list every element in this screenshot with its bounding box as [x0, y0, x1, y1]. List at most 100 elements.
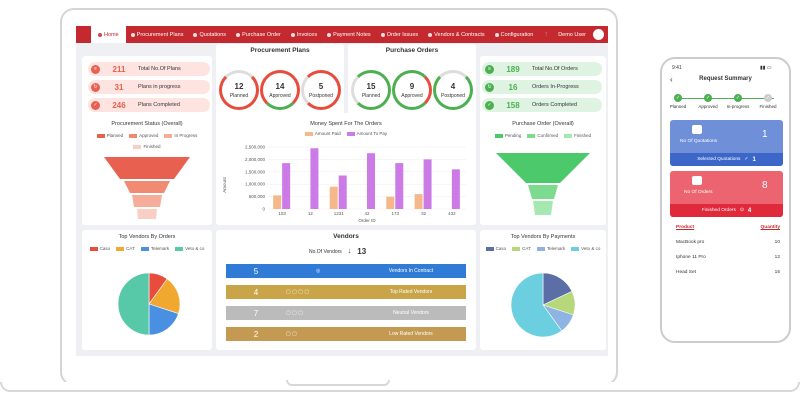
legend-confirmed[interactable]: Confirmed: [527, 133, 558, 138]
legend-finished[interactable]: Finished: [133, 144, 161, 149]
vendor-row-top-rated[interactable]: 4 ▢ ▢ ▢ ▢ Top Rated Vendors: [226, 285, 466, 299]
bar-amount-to-pay: [310, 148, 319, 209]
bar-amount-paid: [273, 195, 282, 209]
stat-total-plans[interactable]: ≡ 211 Total No.Of Plans: [88, 62, 210, 76]
money-chart-title: Money Spent For The Orders: [310, 121, 382, 127]
product-row[interactable]: MacBook pro 10: [676, 240, 780, 245]
step-label-planned: Planned: [669, 104, 687, 109]
nav-purchase-order[interactable]: Purchase Order: [231, 26, 286, 43]
y-tick-label: 2,000,000: [245, 157, 266, 162]
top-vendors-payments-title: Top Vendors By Payments: [510, 234, 576, 240]
nav-more-button[interactable]: ⋮: [543, 31, 549, 38]
legend-cat[interactable]: CAT: [512, 246, 531, 251]
alert-icon: [380, 32, 385, 37]
ring-approved[interactable]: 14 Approved: [260, 70, 300, 110]
funnel-planned[interactable]: [104, 157, 190, 179]
inbox-icon: [692, 176, 702, 185]
finished-orders-footer[interactable]: Finished Orders ⊙ 4: [670, 204, 783, 217]
nav-invoices[interactable]: Invoices: [286, 26, 322, 43]
legend-caso[interactable]: Caso: [485, 246, 506, 251]
x-tick-label: 1231: [334, 211, 345, 216]
funnel-pending[interactable]: [496, 153, 590, 183]
legend-planned[interactable]: Planned: [96, 133, 123, 138]
bar-amount-to-pay: [423, 159, 432, 209]
funnel-approved[interactable]: [124, 181, 170, 193]
vendor-row-neutral[interactable]: 7 ▢ ▢ ▢ Neutral Vendors: [226, 306, 466, 320]
legend-telemark[interactable]: Telemark: [140, 246, 169, 251]
funnel-confirmed[interactable]: [528, 185, 558, 199]
vendors-card: Vendors No.Of Vendors ↓ 13 5 ◎ Vendors In …: [216, 230, 476, 350]
funnel-finished[interactable]: [533, 201, 553, 215]
procurement-status-legend: Planned Approved In Progress Finished: [82, 133, 212, 149]
vendor-row-low-rated[interactable]: 2 ▢ ▢ Low Rated Vendors: [226, 327, 466, 341]
back-arrow-icon[interactable]: ‹: [670, 75, 673, 84]
legend-amount-paid[interactable]: Amount Paid: [304, 131, 341, 136]
x-tick-label: 432: [448, 211, 456, 216]
note-icon: [327, 32, 332, 37]
product-row[interactable]: Iphone 11 Pro 12: [676, 255, 780, 260]
legend-pending[interactable]: Pending: [494, 133, 521, 138]
battery-icon: ▮▮ ▭: [760, 65, 772, 71]
legend-approved[interactable]: Approved: [129, 133, 158, 138]
legend-caso[interactable]: Caso: [89, 246, 110, 251]
nav-order-issues[interactable]: Order Issues: [376, 26, 423, 43]
money-chart-legend: Amount Paid Amount To Pay: [216, 131, 476, 136]
file-icon: [193, 32, 198, 37]
bar-amount-paid: [414, 194, 423, 209]
bar-amount-to-pay: [451, 169, 460, 209]
y-tick-label: 1,000,000: [245, 182, 266, 187]
ring-postponed[interactable]: 5 Postponed: [301, 70, 341, 110]
pie-slice-cat: [148, 278, 181, 314]
star-icons: ▢ ▢: [286, 331, 297, 337]
dashboard-screen: Home Procurement Plans Quotations Purcha…: [76, 26, 608, 356]
quotations-count: 1: [762, 129, 768, 140]
avatar[interactable]: [593, 29, 604, 40]
selected-quotations-footer[interactable]: Selected Quotations ✓ 1: [670, 153, 783, 166]
stat-plans-in-progress[interactable]: ↻ 31 Plans in progress: [88, 80, 210, 94]
orders-card[interactable]: 8 No Of Orders Finished Orders ⊙ 4: [670, 171, 783, 217]
quotations-card[interactable]: 1 No Of Quotations Selected Quotations ✓ 1: [670, 120, 783, 166]
legend-veto[interactable]: Veto & co: [175, 246, 204, 251]
top-navbar: Home Procurement Plans Quotations Purcha…: [76, 26, 608, 43]
stat-plans-completed[interactable]: ✓ 246 Plans Completed: [88, 98, 210, 112]
y-tick-label: 1,500,000: [245, 169, 266, 174]
pie-slice-veto-co: [117, 272, 150, 336]
y-tick-label: 0: [262, 207, 265, 212]
orders-label: No Of Orders: [684, 190, 713, 195]
gear-icon: [494, 32, 499, 37]
vendors-title: Vendors: [333, 233, 359, 240]
po-ring-planned[interactable]: 15 Planned: [351, 70, 391, 110]
stat-total-orders[interactable]: ≡ 189 Total No.Of Orders: [482, 62, 602, 76]
bar-amount-paid: [329, 186, 338, 209]
legend-veto[interactable]: Veto & co: [571, 246, 600, 251]
nav-procurement-plans[interactable]: Procurement Plans: [126, 26, 189, 43]
legend-finished[interactable]: Finished: [564, 133, 591, 138]
vendor-row-in-contract[interactable]: 5 ◎ Vendors In Contract: [226, 264, 466, 278]
nav-vendors-contracts[interactable]: Vendors & Contracts: [423, 26, 489, 43]
user-name[interactable]: Demo User: [558, 31, 586, 38]
ring-planned[interactable]: 12 Planned: [219, 70, 259, 110]
funnel-in-progress[interactable]: [132, 195, 162, 207]
nav-configuration[interactable]: Configuration: [490, 26, 539, 43]
x-tick-label: 42: [364, 211, 370, 216]
legend-in-progress[interactable]: In Progress: [164, 133, 197, 138]
product-row[interactable]: Head Set 15: [676, 270, 780, 275]
legend-telemark[interactable]: Telemark: [536, 246, 565, 251]
invoice-icon: [290, 32, 295, 37]
stat-orders-in-progress[interactable]: ↻ 16 Orders In-Progress: [482, 80, 602, 94]
nav-quotations[interactable]: Quotations: [188, 26, 231, 43]
purchase-order-funnel: [496, 153, 590, 215]
vendors-payments-pie: [510, 272, 576, 338]
nav-payment-notes[interactable]: Payment Notes: [322, 26, 376, 43]
nav-home[interactable]: Home: [91, 26, 126, 43]
plans-icon: ≡: [91, 64, 100, 74]
legend-cat[interactable]: CAT: [116, 246, 135, 251]
legend-amount-to-pay[interactable]: Amount To Pay: [346, 131, 387, 136]
po-ring-postponed[interactable]: 4 Postponed: [433, 70, 473, 110]
inbox-icon: [692, 125, 702, 134]
funnel-finished[interactable]: [137, 209, 157, 219]
step-label-finished: Finished: [759, 104, 777, 109]
po-ring-approved[interactable]: 9 Approved: [392, 70, 432, 110]
stat-orders-completed[interactable]: ✓ 158 Orders Completed: [482, 98, 602, 112]
vendor-rows: 5 ◎ Vendors In Contract 4 ▢ ▢ ▢ ▢ Top Rated …: [226, 264, 466, 354]
